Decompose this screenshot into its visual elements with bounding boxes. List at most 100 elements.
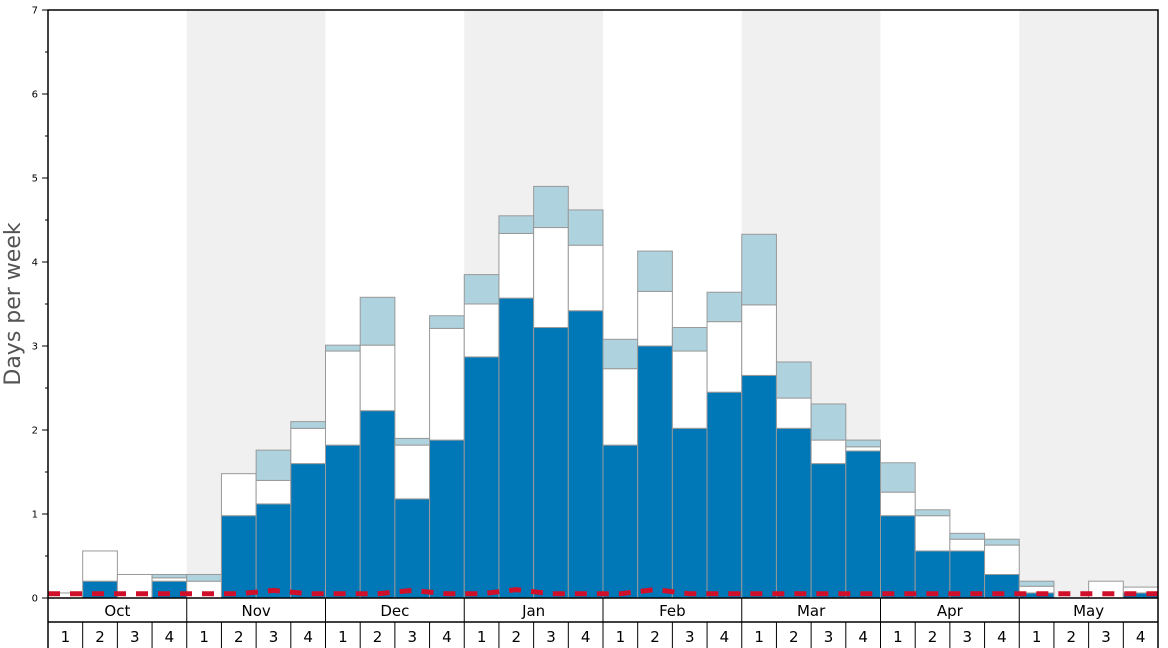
bar-segment-3: [325, 344, 361, 352]
bar-segment-2: [151, 577, 188, 582]
bar-segment-1: [741, 374, 777, 599]
bar-segment-3: [775, 361, 812, 399]
bar-segment-1: [845, 450, 881, 599]
week-label: 1: [616, 628, 626, 646]
x-axis: Oct Nov Dec Jan Feb Mar Apr May 1 2 3 4 1 2 3 4 1 2 3 4 1 2 3 4…: [47, 598, 1159, 648]
week-label: 1: [199, 628, 209, 646]
bar-segment-3: [151, 573, 188, 579]
bar-segment-1: [671, 427, 708, 599]
week-label: 1: [1032, 628, 1042, 646]
week-label: 3: [962, 628, 972, 646]
month-label-may: May: [1073, 602, 1104, 620]
bar-segment-1: [290, 463, 326, 599]
bar-segment-1: [533, 327, 569, 599]
week-label: 2: [789, 628, 799, 646]
bar-segment-2: [914, 515, 951, 552]
bar-segment-1: [255, 503, 292, 599]
bar-segment-3: [290, 421, 326, 429]
dashed-line-layer: [48, 587, 1158, 597]
bar-segment-2: [463, 303, 500, 358]
bar-segment-2: [255, 479, 292, 505]
month-label-jan: Jan: [521, 602, 545, 620]
week-label: 2: [373, 628, 383, 646]
y-tick-label: 1: [32, 510, 38, 521]
bar-segment-1: [880, 515, 916, 599]
bar-segment-3: [567, 209, 604, 246]
week-label: 1: [61, 628, 71, 646]
bar-segment-2: [82, 550, 118, 582]
bar-segment-2: [949, 538, 986, 552]
month-label-dec: Dec: [380, 602, 409, 620]
bar-segment-1: [463, 356, 500, 599]
y-tick-label: 3: [32, 342, 38, 353]
bar-segment-2: [810, 439, 847, 465]
week-label: 1: [338, 628, 348, 646]
dashed-line: [48, 587, 1158, 597]
bar-segment-2: [325, 350, 361, 446]
bar-segment-3: [498, 215, 535, 234]
bar-segment-3: [255, 449, 292, 481]
week-label: 3: [546, 628, 556, 646]
y-tick-label: 5: [32, 174, 38, 185]
y-tick-label: 2: [32, 426, 38, 437]
y-tick-label: 7: [32, 6, 38, 17]
bar-segment-2: [984, 544, 1020, 575]
week-label: 3: [130, 628, 140, 646]
week-label: 2: [512, 628, 522, 646]
week-label: 3: [685, 628, 695, 646]
bar-segment-2: [429, 327, 465, 441]
bar-segment-1: [775, 427, 812, 599]
bar-segment-3: [186, 573, 222, 582]
week-label: 4: [858, 628, 868, 646]
bar-segment-2: [498, 232, 535, 299]
bar-segment-2: [880, 491, 916, 517]
bar-segment-1: [637, 345, 673, 599]
week-label: 4: [165, 628, 175, 646]
bar-segment-3: [914, 509, 951, 517]
bar-segment-3: [1018, 580, 1055, 587]
bar-segment-1: [498, 297, 535, 599]
bar-segment-3: [429, 315, 465, 329]
bar-segment-2: [637, 290, 673, 347]
bar-segment-2: [775, 397, 812, 429]
bar-segment-1: [567, 310, 604, 599]
week-label: 1: [754, 628, 764, 646]
bar-segment-2: [359, 344, 396, 412]
bar-segment-3: [880, 462, 916, 493]
week-label: 4: [997, 628, 1007, 646]
week-label: 2: [234, 628, 244, 646]
y-axis: 0 1 2 3 4 5 6 7: [32, 6, 48, 605]
week-label: 4: [720, 628, 730, 646]
week-label: 1: [893, 628, 903, 646]
bar-segment-1: [359, 410, 396, 599]
bar-segment-2: [845, 446, 881, 452]
y-tick-label: 0: [32, 594, 38, 605]
bar-segment-3: [984, 538, 1020, 546]
bar-segment-2: [533, 227, 569, 329]
month-label-nov: Nov: [241, 602, 270, 620]
bar-segment-3: [602, 338, 639, 370]
week-label: 3: [269, 628, 279, 646]
week-label: 2: [95, 628, 105, 646]
bar-segment-1: [220, 515, 257, 599]
bar-segment-1: [429, 439, 465, 599]
bar-segment-1: [394, 498, 431, 599]
y-tick-label: 6: [32, 90, 38, 101]
month-label-apr: Apr: [937, 602, 964, 620]
bar-segment-3: [949, 532, 986, 540]
week-label: 4: [442, 628, 452, 646]
week-label: 3: [407, 628, 417, 646]
month-label-oct: Oct: [104, 602, 130, 620]
bar-segment-2: [706, 321, 743, 393]
bar-segment-2: [220, 473, 257, 517]
bar-segment-3: [741, 233, 777, 306]
bar-segment-3: [463, 274, 500, 305]
week-label: 1: [477, 628, 487, 646]
month-label-mar: Mar: [797, 602, 826, 620]
week-label: 4: [303, 628, 313, 646]
bar-segment-3: [394, 437, 431, 446]
month-label-feb: Feb: [659, 602, 686, 620]
week-label: 3: [1101, 628, 1111, 646]
bars-layer: [47, 185, 1159, 599]
